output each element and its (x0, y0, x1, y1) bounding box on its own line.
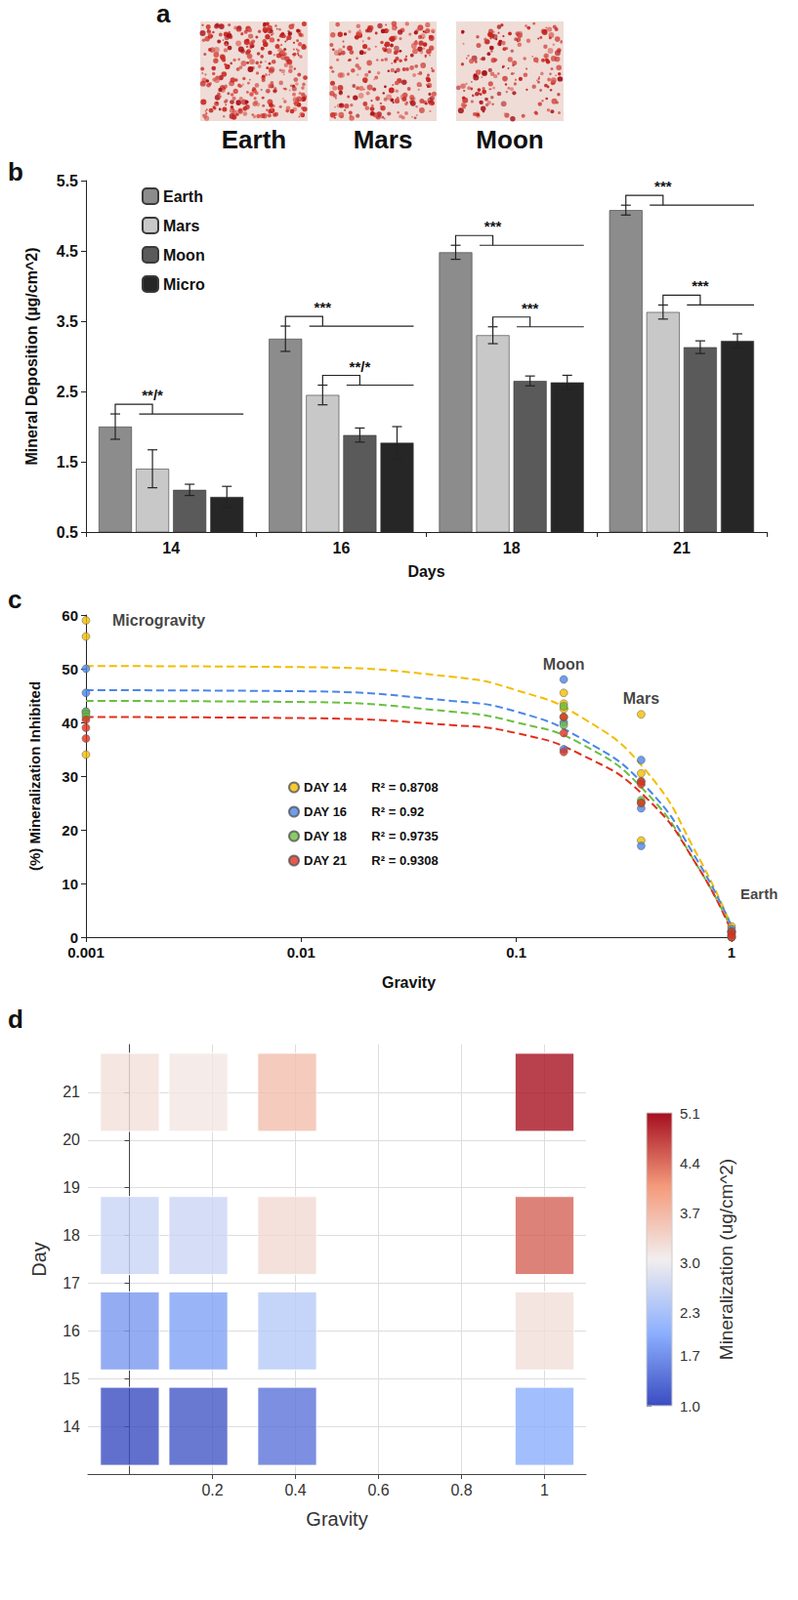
svg-text:16: 16 (332, 540, 350, 557)
svg-text:DAY 21 R² = 0.9308: DAY 21 R² = 0.9308 (303, 853, 439, 869)
html-text:c: c (7, 585, 22, 615)
svg-text:***: *** (521, 299, 540, 317)
svg-text:DAY 16 R² = 0.92: DAY 16 R² = 0.92 (303, 804, 424, 820)
svg-text:1.7: 1.7 (679, 1347, 701, 1365)
svg-text:4.5: 4.5 (56, 243, 79, 260)
svg-text:15: 15 (62, 1371, 81, 1388)
svg-text:20: 20 (62, 1132, 81, 1149)
svg-text:DAY 18 R² = 0.9735: DAY 18 R² = 0.9735 (303, 829, 439, 844)
svg-text:Moon: Moon (163, 247, 206, 264)
svg-text:2.5: 2.5 (56, 383, 79, 401)
html-text:Mars: Mars (353, 125, 413, 155)
svg-text:0.6: 0.6 (367, 1482, 389, 1500)
svg-text:21: 21 (62, 1084, 81, 1101)
svg-text:0.01: 0.01 (287, 944, 316, 962)
svg-text:18: 18 (503, 540, 521, 557)
svg-text:Day: Day (28, 1242, 50, 1278)
html-text:Earth: Earth (221, 125, 287, 155)
html-text:b: b (7, 157, 24, 187)
svg-text:19: 19 (62, 1179, 81, 1197)
svg-text:10: 10 (61, 876, 79, 893)
svg-text:(%) Mineralization Inhibited: (%) Mineralization Inhibited (26, 681, 43, 872)
svg-text:1: 1 (540, 1482, 549, 1500)
html-text:a: a (156, 0, 171, 29)
svg-text:0.1: 0.1 (505, 944, 527, 962)
svg-text:DAY 14 R² = 0.8708: DAY 14 R² = 0.8708 (303, 780, 439, 796)
svg-text:3.7: 3.7 (679, 1205, 701, 1222)
svg-text:14: 14 (162, 540, 180, 557)
svg-text:Earth: Earth (163, 188, 204, 206)
svg-text:Mineral Deposition (µg/cm^2): Mineral Deposition (µg/cm^2) (23, 247, 41, 465)
svg-text:**/*: **/* (141, 386, 164, 404)
svg-text:30: 30 (61, 768, 79, 786)
svg-text:0.5: 0.5 (56, 524, 79, 542)
svg-text:5.5: 5.5 (56, 172, 79, 190)
html-text:d: d (7, 1005, 24, 1035)
svg-text:5.1: 5.1 (679, 1105, 701, 1123)
svg-text:60: 60 (61, 607, 79, 625)
svg-text:0.8: 0.8 (450, 1482, 472, 1500)
svg-text:16: 16 (62, 1323, 81, 1341)
svg-text:17: 17 (62, 1275, 81, 1293)
svg-text:Moon: Moon (543, 656, 586, 673)
svg-text:2.3: 2.3 (679, 1304, 701, 1322)
svg-text:Days: Days (407, 563, 445, 581)
svg-text:21: 21 (672, 540, 691, 557)
svg-text:3.5: 3.5 (56, 313, 79, 331)
svg-text:1: 1 (727, 944, 736, 962)
svg-text:Microgravity: Microgravity (112, 612, 206, 630)
svg-text:Gravity: Gravity (381, 974, 436, 992)
svg-text:Gravity: Gravity (305, 1509, 368, 1531)
svg-text:0.2: 0.2 (201, 1482, 223, 1500)
svg-text:Mineralization (ug/cm^2): Mineralization (ug/cm^2) (715, 1159, 737, 1361)
svg-text:18: 18 (62, 1227, 81, 1245)
svg-text:Mars: Mars (163, 217, 200, 235)
svg-text:**/*: **/* (349, 358, 372, 376)
svg-text:Earth: Earth (740, 885, 778, 903)
svg-text:4.4: 4.4 (679, 1155, 701, 1173)
svg-text:3.0: 3.0 (679, 1255, 701, 1272)
svg-text:Mars: Mars (623, 690, 660, 708)
svg-text:***: *** (314, 298, 333, 316)
svg-text:***: *** (691, 277, 710, 294)
svg-text:40: 40 (61, 714, 79, 732)
svg-text:0.4: 0.4 (284, 1482, 306, 1500)
svg-text:50: 50 (61, 661, 79, 678)
svg-text:1.0: 1.0 (679, 1398, 701, 1416)
svg-text:***: *** (484, 217, 503, 235)
svg-text:0: 0 (70, 929, 79, 947)
svg-text:14: 14 (62, 1419, 81, 1436)
html-text:Moon: Moon (475, 125, 544, 155)
svg-text:1.5: 1.5 (56, 454, 79, 471)
svg-text:20: 20 (61, 822, 79, 840)
svg-text:***: *** (654, 177, 672, 195)
svg-text:Micro: Micro (163, 276, 206, 294)
svg-text:0.001: 0.001 (67, 944, 105, 962)
